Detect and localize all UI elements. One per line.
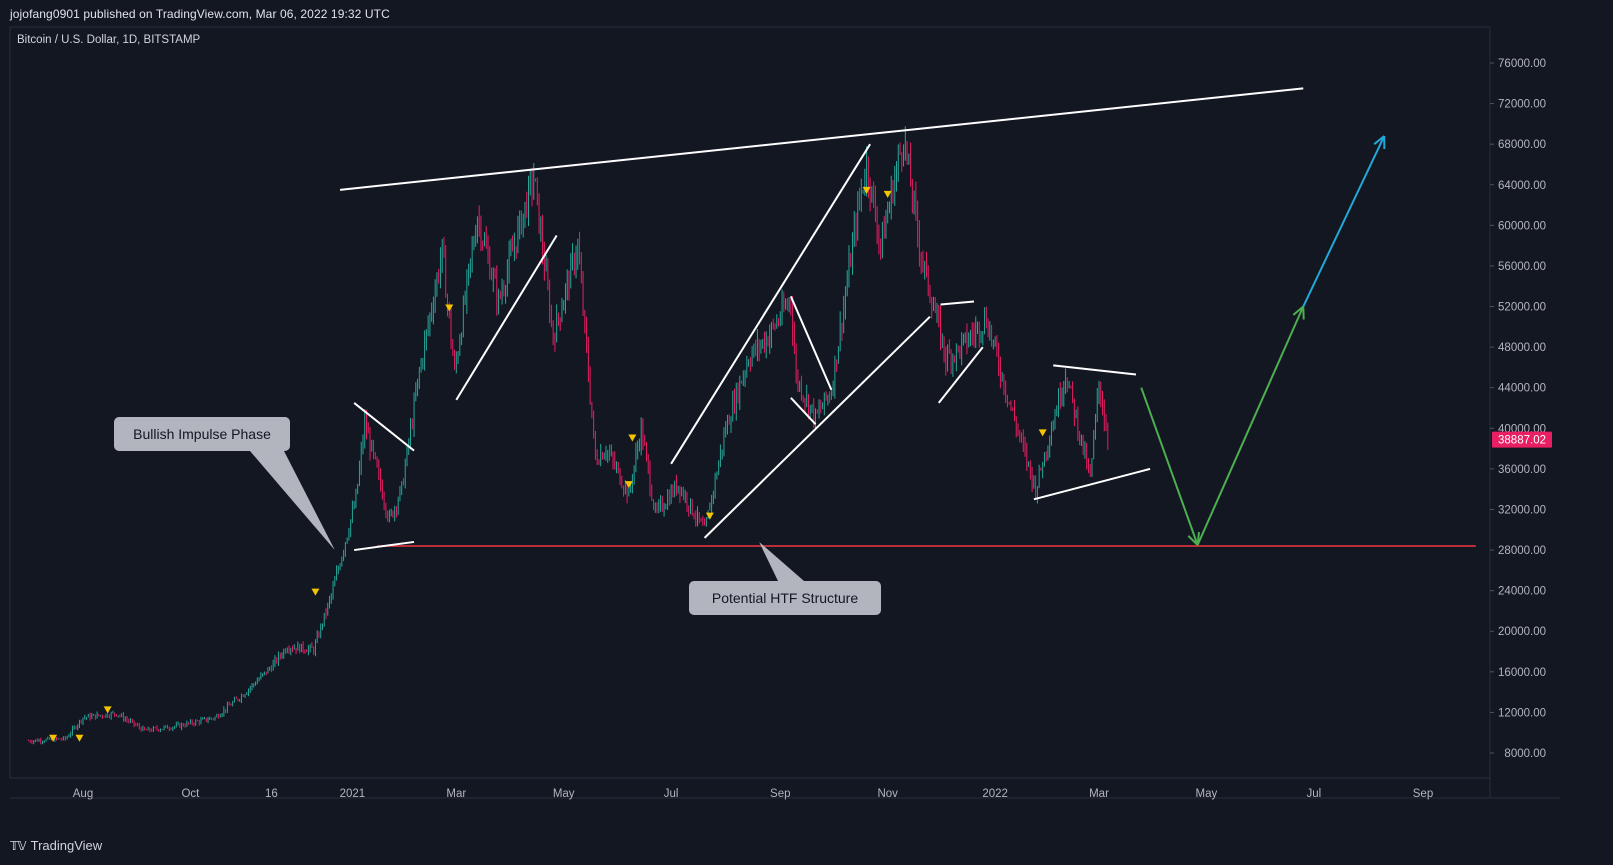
trendline bbox=[1053, 364, 1137, 376]
signal-marker-icon bbox=[103, 706, 112, 714]
x-tick-label: Nov bbox=[877, 788, 898, 800]
drawings bbox=[339, 87, 1476, 552]
y-tick-label: 12000.00 bbox=[1498, 707, 1546, 719]
signal-marker-icon bbox=[705, 512, 714, 520]
tradingview-logo-icon: 𝕋𝕍 bbox=[10, 838, 27, 853]
y-tick-label: 24000.00 bbox=[1498, 586, 1546, 598]
y-axis: 76000.00 72000.00 68000.00 64000.00 60000.00… bbox=[1490, 58, 1552, 760]
x-tick-label: Aug bbox=[73, 788, 93, 800]
y-tick-label: 28000.00 bbox=[1498, 545, 1546, 557]
last-price-label: 38887.02 bbox=[1498, 435, 1546, 447]
projection-arrowhead bbox=[1292, 305, 1304, 316]
signal-marker-icon bbox=[311, 588, 320, 596]
signal-marker-icon bbox=[624, 481, 633, 489]
trendline bbox=[789, 295, 833, 391]
trendline bbox=[354, 540, 415, 552]
trendline bbox=[670, 143, 871, 465]
callout-label: Bullish Impulse Phase bbox=[133, 426, 271, 442]
projection-line bbox=[1302, 135, 1386, 307]
x-axis: Aug Oct 16 2021 Mar May Jul Sep Nov 2022 Mar May Jul… bbox=[73, 788, 1433, 800]
x-tick-label: Jul bbox=[1306, 788, 1321, 800]
trendline bbox=[937, 346, 984, 404]
signal-marker-icon bbox=[883, 190, 892, 198]
tradingview-brand[interactable]: 𝕋𝕍 TradingView bbox=[10, 838, 102, 853]
projection-line bbox=[1140, 387, 1199, 546]
callout-pointer bbox=[759, 541, 804, 581]
plot-frame bbox=[9, 26, 1491, 779]
x-tick-label: Sep bbox=[1413, 788, 1433, 800]
x-tick-label: Sep bbox=[770, 788, 790, 800]
y-tick-label: 68000.00 bbox=[1498, 139, 1546, 151]
callout-box bbox=[114, 417, 290, 451]
projection-arrowhead bbox=[1373, 135, 1385, 145]
last-price-badge bbox=[1492, 431, 1552, 448]
symbol-title: Bitcoin / U.S. Dollar, 1D, BITSTAMP bbox=[17, 34, 201, 46]
y-tick-label: 20000.00 bbox=[1498, 626, 1546, 638]
y-tick-label: 72000.00 bbox=[1498, 99, 1546, 111]
chart-grid bbox=[9, 26, 1560, 799]
y-tick-label: 48000.00 bbox=[1498, 342, 1546, 354]
markers bbox=[49, 186, 1047, 742]
x-tick-label: 2021 bbox=[340, 788, 366, 800]
y-tick-label: 64000.00 bbox=[1498, 180, 1546, 192]
trendline bbox=[1033, 467, 1151, 501]
y-tick-label: 56000.00 bbox=[1498, 261, 1546, 273]
signal-marker-icon bbox=[75, 734, 84, 742]
x-tick-label: Mar bbox=[1089, 788, 1109, 800]
y-tick-label: 36000.00 bbox=[1498, 464, 1546, 476]
signal-marker-icon bbox=[862, 186, 871, 194]
x-tick-label: May bbox=[553, 788, 575, 800]
x-tick-label: 2022 bbox=[982, 788, 1008, 800]
signal-marker-icon bbox=[1038, 429, 1047, 437]
candles bbox=[27, 126, 1109, 745]
y-tick-label: 60000.00 bbox=[1498, 220, 1546, 232]
signal-marker-icon bbox=[628, 434, 637, 442]
trendline bbox=[940, 300, 975, 306]
y-tick-label: 44000.00 bbox=[1498, 383, 1546, 395]
y-tick-label: 32000.00 bbox=[1498, 504, 1546, 516]
x-tick-label: 16 bbox=[265, 788, 278, 800]
callout-pointer bbox=[250, 451, 335, 551]
callouts: Bullish Impulse Phase Potential HTF Struc… bbox=[114, 417, 881, 615]
signal-marker-icon bbox=[49, 734, 58, 742]
projection-line bbox=[1196, 306, 1305, 546]
x-tick-label: Jul bbox=[664, 788, 679, 800]
trendline bbox=[339, 87, 1304, 191]
projection-arrowhead bbox=[1187, 535, 1199, 546]
callout-box bbox=[689, 581, 881, 615]
x-tick-label: Mar bbox=[446, 788, 466, 800]
brand-label: TradingView bbox=[30, 838, 103, 853]
trendline bbox=[703, 315, 931, 539]
x-tick-label: Oct bbox=[181, 788, 200, 800]
trendline bbox=[455, 234, 558, 401]
y-tick-label: 16000.00 bbox=[1498, 667, 1546, 679]
x-tick-label: May bbox=[1196, 788, 1218, 800]
y-tick-label: 8000.00 bbox=[1504, 748, 1546, 760]
trendline bbox=[790, 397, 817, 425]
trendline bbox=[353, 402, 415, 452]
signal-marker-icon bbox=[445, 304, 454, 312]
callout-label: Potential HTF Structure bbox=[712, 590, 858, 606]
y-tick-label: 52000.00 bbox=[1498, 302, 1546, 314]
publisher-line: jojofang0901 published on TradingView.co… bbox=[10, 7, 390, 21]
y-tick-label: 76000.00 bbox=[1498, 58, 1546, 70]
